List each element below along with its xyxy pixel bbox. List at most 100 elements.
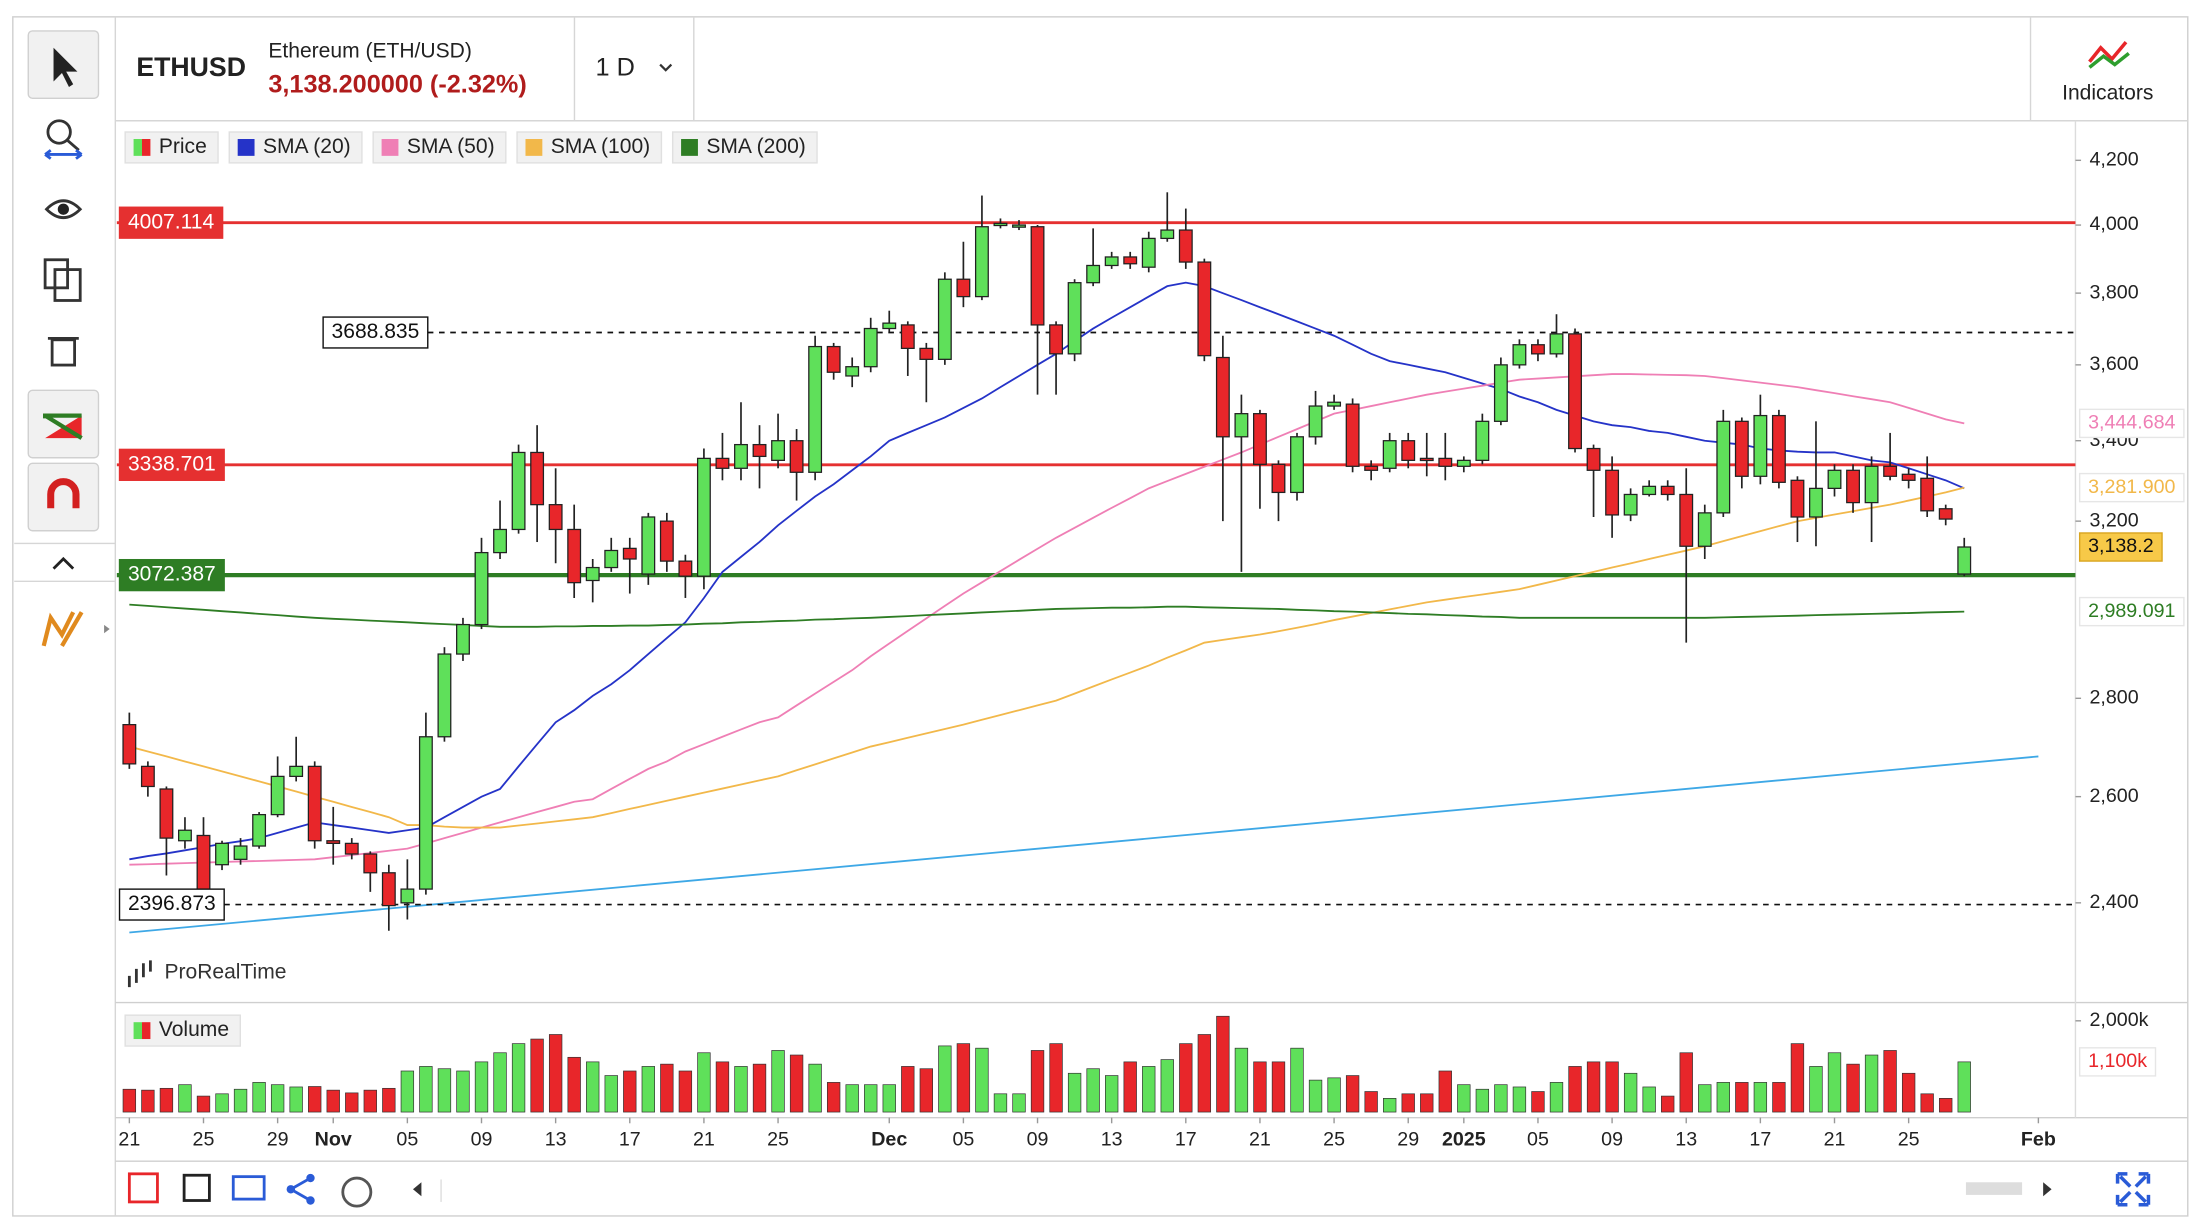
legend-swatch <box>141 139 151 156</box>
candle-body <box>1586 447 1601 471</box>
level-label: 2396.873 <box>128 892 216 915</box>
volume-bar <box>864 1084 878 1113</box>
scroll-thumb[interactable] <box>1965 1182 2023 1195</box>
view-button[interactable] <box>44 199 83 220</box>
value-label-box <box>2078 408 2185 439</box>
header: ETHUSD Ethereum (ETH/USD) 3,138.200000 (… <box>136 16 2153 121</box>
scroll-left[interactable] <box>412 1182 422 1197</box>
copy-button[interactable] <box>43 258 82 302</box>
volume-bar <box>1271 1061 1286 1113</box>
candle-body <box>1734 420 1749 477</box>
y-tick-label: 4,000 <box>2089 213 2138 235</box>
scroll-right[interactable] <box>2043 1182 2052 1197</box>
volume-bar <box>1531 1091 1545 1113</box>
x-tick-label: 2025 <box>1442 1128 1486 1150</box>
candle-body <box>678 560 693 577</box>
interval-selector[interactable]: 1 D <box>596 53 635 81</box>
volume-bar <box>474 1061 489 1113</box>
chart-button[interactable] <box>127 1172 159 1204</box>
volume-bar <box>289 1086 303 1113</box>
candle-body <box>1086 264 1101 284</box>
x-tick-label: 17 <box>1749 1128 1771 1150</box>
pointer-icon <box>53 47 78 88</box>
candle-body <box>789 440 804 473</box>
volume-bar <box>548 1034 563 1113</box>
volume-bar <box>1568 1066 1582 1113</box>
volume-bar <box>845 1084 859 1113</box>
magnet-button[interactable] <box>27 462 100 532</box>
candle-body <box>1178 229 1193 263</box>
candle-body <box>1271 463 1286 494</box>
legend-swatch <box>681 139 698 156</box>
frame <box>12 16 2189 1217</box>
magnet-icon <box>47 478 80 509</box>
collapse-button[interactable] <box>52 556 75 570</box>
value-label-box <box>2078 472 2185 503</box>
candle-body <box>1883 465 1898 477</box>
x-tick-label: 21 <box>1824 1128 1846 1150</box>
indicators-button[interactable]: Indicators <box>2062 40 2153 105</box>
save-button[interactable] <box>182 1173 211 1202</box>
volume-bar <box>660 1063 674 1113</box>
legend-swatch <box>525 139 543 156</box>
help-button[interactable] <box>341 1176 373 1208</box>
level-label: 3338.701 <box>128 452 216 475</box>
candle-body <box>1438 457 1453 467</box>
volume-bar <box>1512 1086 1527 1113</box>
candle-body <box>1345 403 1360 467</box>
copy-icon <box>53 268 82 302</box>
volume-bar <box>993 1093 1008 1113</box>
candle-body <box>456 623 470 655</box>
volume-bar <box>623 1070 637 1113</box>
candle-body <box>418 736 433 890</box>
delete-button[interactable] <box>47 336 79 367</box>
candle-body <box>1531 344 1545 355</box>
candle-body <box>1160 229 1175 240</box>
candle-body <box>622 547 637 560</box>
indicators-label: Indicators <box>2062 82 2153 105</box>
sma-line <box>129 281 1965 861</box>
candle-body <box>1605 469 1620 516</box>
legend-label: SMA (100) <box>551 135 650 158</box>
volume-plot <box>122 1015 1971 1113</box>
candle-body <box>1401 440 1416 461</box>
x-tick-label: 05 <box>1527 1128 1549 1150</box>
volume-bar <box>1939 1098 1953 1113</box>
candle-body <box>715 457 730 469</box>
y-tick-label: 2,800 <box>2089 686 2138 708</box>
volume-bar <box>511 1043 526 1113</box>
share-button[interactable] <box>286 1173 315 1205</box>
candle-body <box>344 842 359 855</box>
volume-bar <box>1345 1075 1360 1113</box>
volume-bar <box>771 1050 785 1113</box>
level-label-box <box>118 448 225 481</box>
candle-body <box>1308 405 1323 438</box>
volume-bar <box>159 1087 174 1113</box>
value-label: 1,100k <box>2088 1050 2147 1072</box>
x-tick-label: 17 <box>1175 1128 1197 1150</box>
candle-body <box>1920 477 1935 512</box>
legend-label: Volume <box>159 1018 229 1041</box>
volume-bar <box>1753 1082 1768 1113</box>
indicator-draw-button[interactable] <box>41 611 84 647</box>
legend-label: SMA (50) <box>407 135 495 158</box>
volume-bar <box>715 1061 730 1113</box>
zoom-button[interactable] <box>44 119 83 160</box>
candle-body <box>270 775 285 816</box>
drawing-button[interactable] <box>27 389 100 459</box>
candle-body <box>1957 546 1972 575</box>
volume-bar <box>1883 1050 1897 1113</box>
legend-swatch <box>381 139 399 156</box>
layout-button[interactable] <box>231 1175 266 1201</box>
candle-body <box>1327 401 1342 407</box>
eye-icon <box>57 203 69 215</box>
candle-body <box>178 829 192 842</box>
fullscreen-button[interactable] <box>2115 1172 2151 1207</box>
sma-line <box>129 486 1965 829</box>
candle-body <box>696 457 711 577</box>
zoom-icon <box>66 139 80 152</box>
volume-bar <box>141 1089 155 1113</box>
volume-bar <box>1642 1086 1656 1113</box>
candle-body <box>1623 493 1638 516</box>
zoom-icon <box>44 149 83 160</box>
